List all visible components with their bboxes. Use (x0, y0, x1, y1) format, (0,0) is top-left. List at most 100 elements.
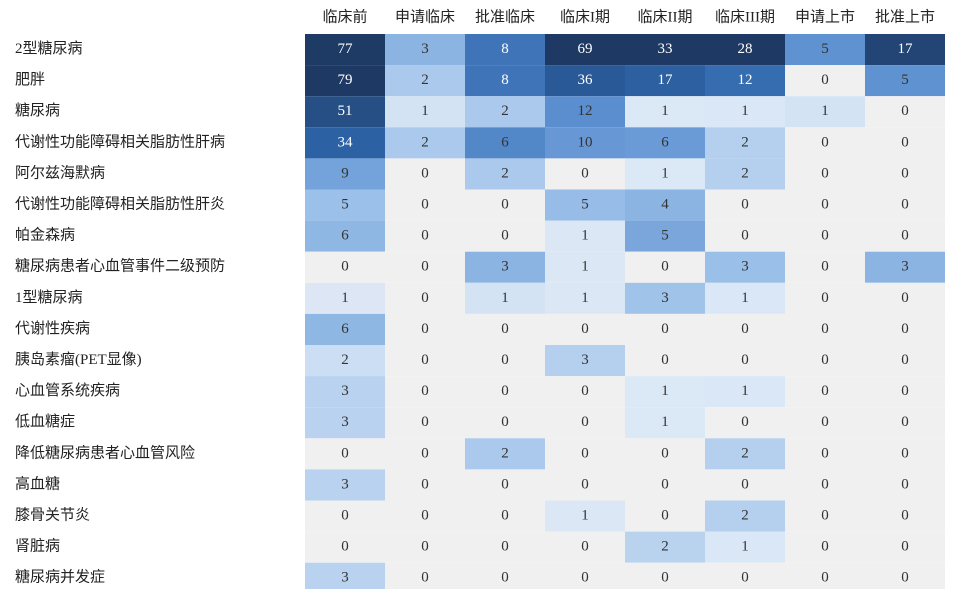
cell-value: 0 (821, 383, 829, 399)
cell-value: 0 (501, 414, 509, 430)
column-header: 临床I期 (560, 8, 610, 25)
cell-value: 0 (821, 570, 829, 586)
heat-cell (705, 531, 785, 563)
heat-cell (545, 562, 625, 589)
heat-cell (305, 469, 385, 501)
heat-cell (625, 34, 705, 66)
cell-value: 3 (341, 383, 349, 399)
heat-cell (545, 531, 625, 563)
cell-value: 0 (501, 321, 509, 337)
cell-value: 0 (741, 321, 749, 337)
heat-cell (305, 500, 385, 532)
cell-value: 0 (581, 321, 589, 337)
heat-cell (305, 345, 385, 377)
heat-cell (385, 438, 465, 470)
heat-cell (705, 438, 785, 470)
heat-cell (385, 127, 465, 159)
cell-value: 1 (501, 290, 509, 306)
cell-value: 1 (581, 507, 589, 523)
cell-value: 0 (341, 507, 349, 523)
heat-cell (785, 251, 865, 283)
cell-value: 79 (338, 72, 353, 88)
heat-cell (625, 407, 705, 439)
cell-value: 6 (661, 134, 669, 150)
heat-cell (625, 189, 705, 221)
cell-value: 5 (821, 41, 829, 57)
cell-value: 0 (821, 445, 829, 461)
cell-value: 6 (341, 321, 349, 337)
heat-cell (545, 500, 625, 532)
cell-value: 0 (581, 570, 589, 586)
row-label: 代谢性疾病 (15, 320, 90, 337)
column-header: 临床III期 (715, 8, 775, 25)
heat-cell (385, 65, 465, 97)
cell-value: 34 (338, 134, 354, 150)
heat-cell (545, 96, 625, 128)
heat-cell (305, 376, 385, 408)
cell-value: 69 (578, 41, 593, 57)
cell-value: 1 (741, 539, 749, 555)
column-header: 批准临床 (475, 8, 535, 25)
heat-cell (625, 531, 705, 563)
cell-value: 0 (581, 165, 589, 181)
cell-value: 0 (581, 476, 589, 492)
heat-cell (625, 220, 705, 252)
heat-cell (385, 220, 465, 252)
cell-value: 2 (741, 507, 749, 523)
cell-value: 0 (661, 570, 669, 586)
row-label: 代谢性功能障碍相关脂肪性肝病 (15, 132, 225, 150)
heat-cell (465, 96, 545, 128)
cell-value: 0 (421, 228, 429, 244)
heat-cell (385, 282, 465, 314)
heat-cell (785, 34, 865, 66)
heat-cell (465, 189, 545, 221)
row-label: 降低糖尿病患者心血管风险 (15, 444, 195, 461)
heat-cell (705, 96, 785, 128)
heat-cell (305, 562, 385, 589)
cell-value: 0 (341, 445, 349, 461)
cell-value: 1 (661, 383, 669, 399)
row-label: 帕金森病 (15, 227, 75, 244)
cell-value: 8 (501, 41, 509, 57)
cell-value: 28 (738, 41, 753, 57)
row-label: 1型糖尿病 (15, 289, 83, 306)
cell-value: 0 (581, 445, 589, 461)
heat-cell (865, 407, 945, 439)
cell-value: 0 (501, 507, 509, 523)
cell-value: 6 (341, 228, 349, 244)
cell-value: 0 (901, 570, 909, 586)
cell-value: 2 (501, 445, 509, 461)
cell-value: 0 (821, 414, 829, 430)
cell-value: 5 (581, 196, 589, 212)
cell-value: 5 (341, 196, 349, 212)
heat-cell (625, 65, 705, 97)
cell-value: 0 (901, 290, 909, 306)
heat-cell (385, 407, 465, 439)
row-label: 肾脏病 (15, 538, 60, 555)
heat-cell (785, 407, 865, 439)
cell-value: 2 (421, 72, 429, 88)
cell-value: 0 (421, 507, 429, 523)
cell-value: 0 (901, 507, 909, 523)
cell-value: 0 (741, 228, 749, 244)
cell-value: 0 (901, 539, 909, 555)
cell-value: 77 (338, 41, 354, 57)
heat-cell (305, 96, 385, 128)
heat-cell (305, 438, 385, 470)
heat-cell (785, 96, 865, 128)
heat-cell (865, 251, 945, 283)
heat-cell (865, 376, 945, 408)
heat-cell (385, 469, 465, 501)
cell-value: 1 (341, 290, 349, 306)
heat-cell (785, 376, 865, 408)
heat-cell (865, 562, 945, 589)
cell-value: 1 (581, 259, 589, 275)
cell-value: 1 (661, 103, 669, 119)
cell-value: 1 (741, 383, 749, 399)
cell-value: 0 (821, 476, 829, 492)
cell-value: 0 (821, 228, 829, 244)
heat-cell (785, 438, 865, 470)
row-label: 糖尿病并发症 (15, 569, 105, 586)
cell-value: 0 (901, 476, 909, 492)
